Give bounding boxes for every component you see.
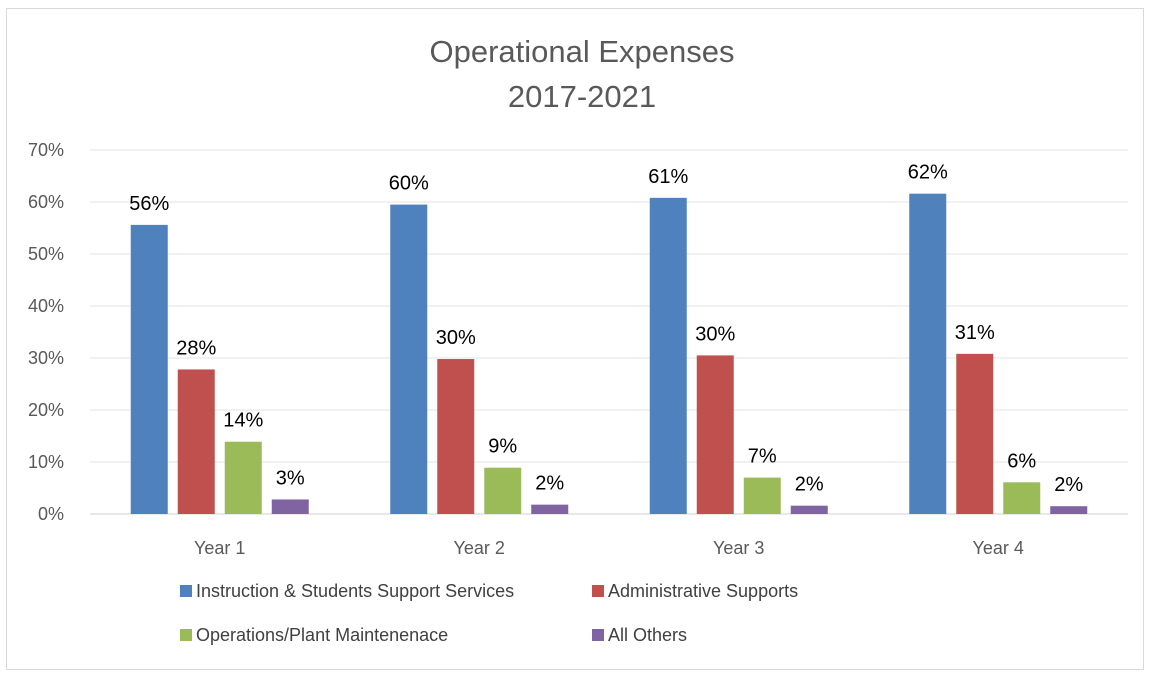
chart-subtitle: 2017-2021: [508, 79, 656, 114]
data-label: 6%: [1007, 450, 1036, 472]
bar: [743, 477, 781, 514]
chart-frame: [6, 8, 1144, 670]
data-label: 56%: [129, 193, 169, 215]
bar: [437, 359, 475, 514]
bar: [130, 224, 168, 514]
data-label: 9%: [488, 436, 517, 458]
data-label: 28%: [176, 337, 216, 359]
bar: [1050, 506, 1088, 514]
legend-swatch: [180, 585, 192, 597]
bar: [696, 355, 734, 514]
data-labels: 56% 28% 14% 3% 60% 30% 9% 2% 61% 30% 7% 2% 62% 31% 6% 2…: [129, 162, 1083, 497]
data-label: 60%: [389, 173, 429, 195]
y-axis-ticks: 0% 10% 20% 30% 40% 50% 60% 70%: [28, 140, 64, 524]
bar: [531, 504, 569, 514]
y-tick-label: 50%: [28, 244, 64, 264]
bar: [390, 204, 428, 514]
bar: [224, 441, 262, 514]
bar: [271, 499, 309, 514]
data-label: 2%: [795, 474, 824, 496]
bar: [484, 467, 522, 514]
x-axis-ticks: Year 1 Year 2 Year 3 Year 4: [194, 538, 1024, 558]
bar: [790, 505, 828, 514]
x-tick-label: Year 2: [454, 538, 505, 558]
data-label: 62%: [908, 162, 948, 184]
data-label: 7%: [748, 446, 777, 468]
x-tick-label: Year 3: [713, 538, 764, 558]
legend-label: Administrative Supports: [608, 581, 798, 601]
legend-label: Operations/Plant Maintenenace: [196, 625, 448, 645]
x-tick-label: Year 1: [194, 538, 245, 558]
data-label: 3%: [276, 467, 305, 489]
legend-swatch: [592, 585, 604, 597]
data-label: 30%: [436, 327, 476, 349]
data-label: 30%: [695, 323, 735, 345]
legend-label: Instruction & Students Support Services: [196, 581, 514, 601]
legend-swatch: [592, 629, 604, 641]
data-label: 61%: [648, 166, 688, 188]
data-label: 2%: [535, 473, 564, 495]
y-tick-label: 60%: [28, 192, 64, 212]
legend: Instruction & Students Support Services A…: [180, 581, 798, 645]
data-label: 14%: [223, 410, 263, 432]
bar: [909, 193, 947, 514]
y-tick-label: 10%: [28, 452, 64, 472]
chart-title: Operational Expenses: [429, 34, 734, 69]
bar: [1003, 482, 1041, 514]
y-tick-label: 70%: [28, 140, 64, 160]
y-tick-label: 0%: [38, 504, 64, 524]
bar: [956, 353, 994, 514]
y-tick-label: 30%: [28, 348, 64, 368]
gridlines: [90, 149, 1128, 515]
x-tick-label: Year 4: [973, 538, 1024, 558]
y-tick-label: 40%: [28, 296, 64, 316]
bar: [177, 369, 215, 514]
legend-label: All Others: [608, 625, 687, 645]
data-label: 31%: [955, 322, 995, 344]
y-tick-label: 20%: [28, 400, 64, 420]
bar: [649, 197, 687, 514]
bars: [130, 193, 1088, 514]
legend-swatch: [180, 629, 192, 641]
data-label: 2%: [1054, 474, 1083, 496]
